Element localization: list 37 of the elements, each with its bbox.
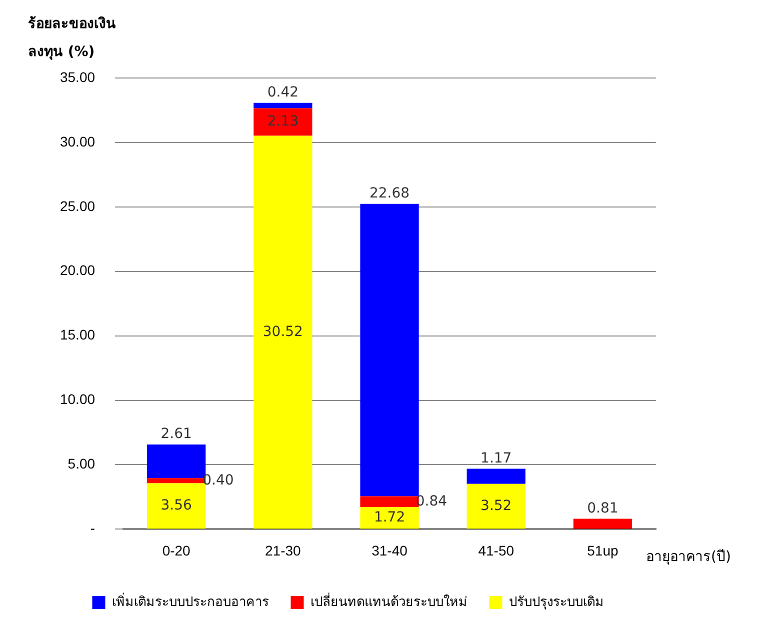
bar (573, 518, 632, 529)
y-axis-title: ร้อยละของเงิน ลงทุน (%) (28, 15, 117, 62)
y-tick-label: - (90, 520, 96, 536)
y-tick-label: 35.00 (60, 68, 96, 85)
x-tick-label: 51up (587, 542, 618, 558)
x-tick-label: 21-30 (265, 542, 302, 558)
bar (147, 483, 206, 529)
x-axis-title: อายุอาคาร(ปี) (646, 548, 731, 568)
x-tick-label: 0-20 (162, 542, 191, 558)
legend-label: เพิ่มเติมระบบประกอบอาคาร (112, 592, 269, 610)
bar (360, 507, 419, 529)
data-label: 3.56 (160, 498, 192, 514)
bar (466, 484, 526, 529)
data-label: 0.42 (267, 84, 299, 101)
y-tick-label: 10.00 (60, 391, 96, 408)
data-label: 2.13 (267, 114, 299, 130)
data-label: 22.68 (369, 185, 410, 202)
x-tick-label: 31-40 (372, 542, 408, 558)
bar (360, 204, 419, 496)
bar (254, 102, 312, 108)
y-tick-label: 25.00 (60, 198, 96, 214)
data-label: 30.52 (262, 324, 303, 340)
legend-label: เปลี่ยนทดแทนด้วยระบบใหม่ (310, 592, 468, 610)
data-label: 1.72 (374, 510, 406, 526)
bar (254, 108, 312, 136)
data-label: 0.81 (587, 500, 618, 516)
y-tick-label: 5.00 (68, 456, 96, 472)
y-tick-label: 15.00 (60, 326, 96, 343)
legend-label: ปรับปรุงระบบเดิม (508, 594, 604, 610)
bar (466, 468, 526, 484)
y-tick-label: 20.00 (60, 262, 96, 278)
data-label: 2.61 (160, 426, 192, 442)
x-tick-label: 41-50 (478, 542, 514, 558)
data-label: 1.17 (480, 450, 512, 466)
bar (254, 136, 312, 529)
y-tick-label: 30.00 (60, 133, 96, 150)
data-label: 3.52 (480, 498, 512, 514)
